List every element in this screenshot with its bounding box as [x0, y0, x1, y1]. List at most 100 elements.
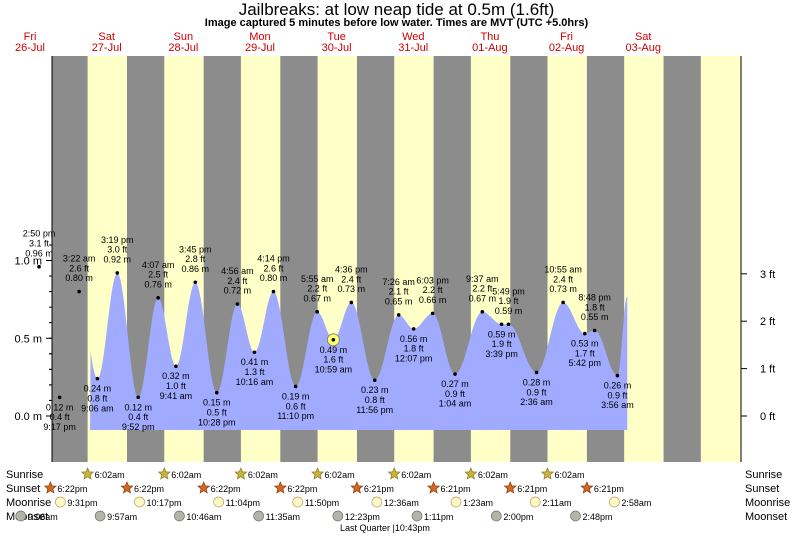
sunrise-icon — [234, 467, 248, 480]
extreme-label: 4:36 pm — [335, 264, 368, 274]
day-name: Mon — [249, 31, 270, 43]
extreme-label: 9:52 pm — [122, 422, 155, 432]
extreme-point — [77, 289, 81, 294]
extreme-label: 0.28 m — [523, 377, 551, 387]
extreme-label: 0.55 m — [581, 312, 609, 322]
sunset-icon — [426, 481, 441, 494]
extreme-label: 0.59 m — [488, 329, 516, 339]
moonrise-time: 12:36am — [384, 498, 419, 508]
moonrise-time: 11:04pm — [226, 498, 260, 508]
extreme-label: 0.56 m — [400, 334, 428, 344]
extreme-label: 0.59 m — [495, 306, 523, 316]
extreme-label: 0.12 m — [46, 402, 74, 412]
sunset-time: 6:21pm — [594, 484, 624, 494]
extreme-label: 8:48 pm — [578, 292, 611, 302]
moonset-icon — [490, 510, 502, 522]
sunrise-icon — [540, 467, 555, 480]
sunset-icon — [503, 481, 517, 494]
extreme-label: 10:16 am — [236, 377, 274, 387]
extreme-label: 0.80 m — [260, 273, 288, 283]
extreme-point — [480, 310, 485, 314]
extreme-label: 9:06 am — [81, 403, 114, 413]
extreme-point — [214, 390, 219, 395]
extreme-label: 0.12 m — [124, 402, 152, 412]
right-tick-label: 3 ft — [760, 269, 775, 281]
extreme-point — [582, 331, 587, 336]
chart-subtitle: Image captured 5 minutes before low wate… — [204, 17, 589, 29]
day-name: Fri — [560, 31, 573, 43]
moonset-time: 11:35am — [266, 512, 300, 522]
extreme-label: 0.32 m — [162, 371, 190, 381]
moonset-icon — [253, 510, 264, 522]
astro-row-label-left: Moonrise — [6, 497, 51, 509]
extreme-label: 0.19 m — [282, 391, 310, 401]
extreme-label: 1.6 ft — [323, 355, 344, 365]
sunrise-icon — [157, 467, 171, 480]
sunrise-time: 6:02am — [555, 470, 585, 480]
extreme-point — [349, 300, 354, 305]
day-date: 01-Aug — [472, 42, 507, 54]
sunset-icon — [43, 481, 57, 494]
night-band — [52, 56, 88, 462]
extreme-label: 9:17 pm — [43, 422, 76, 432]
sunset-time: 6:21pm — [364, 484, 394, 494]
moonrise-icon — [55, 496, 66, 508]
extreme-label: 1.3 ft — [244, 367, 265, 377]
moonset-icon — [174, 510, 185, 522]
moonrise-time: 1:23am — [463, 498, 493, 508]
extreme-label: 2.2 ft — [472, 284, 493, 294]
day-name: Sat — [98, 31, 115, 43]
extreme-point — [396, 313, 401, 317]
extreme-label: 2.2 ft — [423, 285, 444, 295]
day-name: Tue — [327, 31, 346, 43]
moonset-icon — [94, 510, 106, 522]
extreme-label: 2:36 am — [520, 397, 553, 407]
extreme-label: 3.1 ft — [29, 239, 50, 249]
tide-curve — [90, 272, 628, 430]
moonset-time: 9:57am — [107, 512, 137, 522]
extreme-label: 0.24 m — [84, 384, 112, 394]
extreme-label: 0.73 m — [549, 284, 577, 294]
moonset-icon — [570, 510, 581, 522]
extreme-label: 2:50 pm — [23, 229, 56, 239]
extreme-label: 1.8 ft — [404, 344, 425, 354]
day-name: Fri — [24, 31, 37, 43]
extreme-label: 1.9 ft — [499, 296, 520, 306]
extreme-label: 3:22 am — [63, 254, 96, 264]
extreme-label: 1.7 ft — [575, 348, 596, 358]
extreme-point — [615, 373, 620, 378]
extreme-label: 3:56 am — [601, 400, 634, 410]
extreme-label: 0.8 ft — [365, 395, 386, 405]
extreme-label: 0.73 m — [338, 284, 366, 294]
moonset-icon — [411, 510, 423, 522]
moonset-icon — [332, 510, 344, 522]
extreme-label: 0.9 ft — [445, 389, 466, 399]
extreme-point — [57, 395, 62, 400]
sunrise-time: 6:02am — [171, 470, 201, 480]
extreme-label: 3:45 pm — [179, 244, 212, 254]
sunrise-icon — [464, 467, 478, 480]
tide-labels: 2:50 pm3.1 ft0.96 m0.12 m0.4 ft9:17 pm3:… — [23, 229, 634, 432]
astro-row-label-right: Sunrise — [745, 469, 782, 481]
moonrise-icon — [371, 496, 383, 508]
extreme-label: 0.8 ft — [87, 393, 108, 403]
sunrise-icon — [311, 467, 325, 480]
extreme-label: 2.6 ft — [69, 263, 90, 273]
extreme-label: 2.4 ft — [553, 274, 574, 284]
extreme-label: 5:42 pm — [569, 358, 602, 368]
extreme-label: 12:07 pm — [395, 354, 433, 364]
day-name: Thu — [480, 31, 499, 43]
extreme-label: 1.9 ft — [492, 339, 513, 349]
day-date: 26-Jul — [15, 42, 45, 54]
extreme-label: 2.1 ft — [389, 287, 410, 297]
moonset-icon — [15, 510, 27, 522]
extreme-label: 2.5 ft — [148, 270, 169, 280]
sunrise-time: 6:02am — [248, 470, 278, 480]
extreme-label: 10:28 pm — [198, 417, 236, 427]
extreme-label: 0.4 ft — [50, 412, 71, 422]
astro-row-label-right: Moonset — [745, 511, 787, 523]
astro-row-label-left: Sunrise — [6, 469, 43, 481]
sunset-icon — [580, 481, 594, 494]
extreme-label: 0.41 m — [241, 357, 269, 367]
